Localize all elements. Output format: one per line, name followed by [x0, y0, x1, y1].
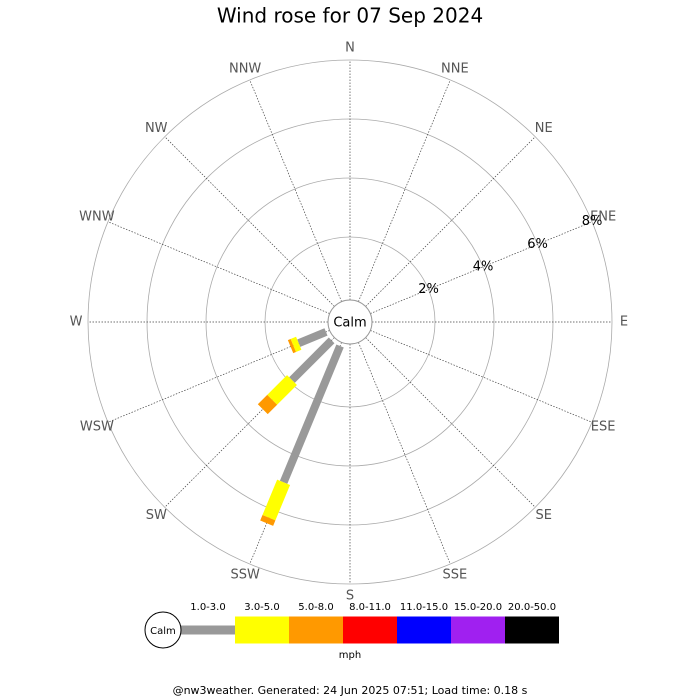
r-tick-label: 8%: [582, 214, 603, 229]
wind-bar: [260, 515, 276, 526]
spoke: [358, 342, 451, 565]
spoke: [164, 136, 335, 307]
legend-calm-label: Calm: [150, 626, 176, 637]
wind-bar: [290, 336, 302, 352]
direction-label: SE: [536, 508, 552, 523]
legend-swatch: [343, 616, 397, 644]
legend-label: 15.0-20.0: [454, 602, 502, 613]
direction-label: SW: [146, 508, 167, 523]
legend-swatch: [451, 616, 505, 644]
legend-swatch: [235, 616, 289, 644]
legend-label: 5.0-8.0: [298, 602, 333, 613]
legend-swatch: [397, 616, 451, 644]
legend-label: 11.0-15.0: [400, 602, 448, 613]
direction-label: NNE: [441, 61, 469, 76]
grid-ring: [205, 177, 495, 467]
legend-unit: mph: [339, 650, 361, 661]
calm-label: Calm: [333, 316, 366, 331]
direction-label: N: [345, 41, 355, 56]
r-tick-label: 6%: [527, 237, 548, 252]
legend-label: 1.0-3.0: [190, 602, 225, 613]
legend-swatch: [289, 616, 343, 644]
legend-label: 3.0-5.0: [244, 602, 279, 613]
legend-swatch: [181, 625, 235, 635]
direction-label: SSW: [230, 568, 260, 583]
direction-label: WNW: [79, 210, 115, 225]
spoke: [358, 79, 451, 302]
direction-label: ESE: [591, 419, 616, 434]
calm-circle: [327, 299, 373, 345]
direction-label: E: [620, 315, 628, 330]
legend-swatch: [505, 616, 559, 644]
direction-label: ENE: [590, 210, 616, 225]
r-tick-label: 4%: [473, 259, 494, 274]
direction-label: W: [70, 315, 83, 330]
spoke: [365, 136, 536, 307]
wind-bar: [289, 337, 335, 383]
legend-calm: [144, 611, 182, 649]
direction-label: NNW: [229, 61, 261, 76]
spoke: [370, 221, 593, 314]
rose: N NNE NE ENE E ESE SE SSE S SSW SW WSW W WNW NW NNW 2% 4%…: [70, 41, 629, 604]
spoke: [107, 221, 330, 314]
wind-bar: [257, 394, 278, 415]
spoke: [249, 79, 342, 302]
spoke: [365, 337, 536, 508]
spoke: [370, 330, 593, 423]
wind-bar: [297, 328, 328, 347]
chart-title: Wind rose for 07 Sep 2024: [217, 4, 483, 28]
direction-label: SSE: [442, 568, 467, 583]
legend-label: 20.0-50.0: [508, 602, 556, 613]
grid-ring: [87, 59, 613, 585]
wind-bar: [287, 339, 296, 354]
wind-bar: [279, 344, 344, 484]
legend-label: 8.0-11.0: [349, 602, 391, 613]
footer: @nw3weather. Generated: 24 Jun 2025 07:5…: [173, 684, 528, 697]
direction-label: WSW: [80, 419, 114, 434]
direction-label: NW: [145, 121, 168, 136]
wind-bar: [267, 375, 297, 405]
direction-label: NE: [535, 121, 553, 136]
wind-bar: [262, 479, 291, 521]
legend: 1.0-3.0 3.0-5.0 5.0-8.0 8.0-11.0 11.0-15.0 15…: [144, 602, 559, 661]
r-tick-label: 2%: [418, 282, 439, 297]
direction-label: S: [346, 589, 354, 604]
